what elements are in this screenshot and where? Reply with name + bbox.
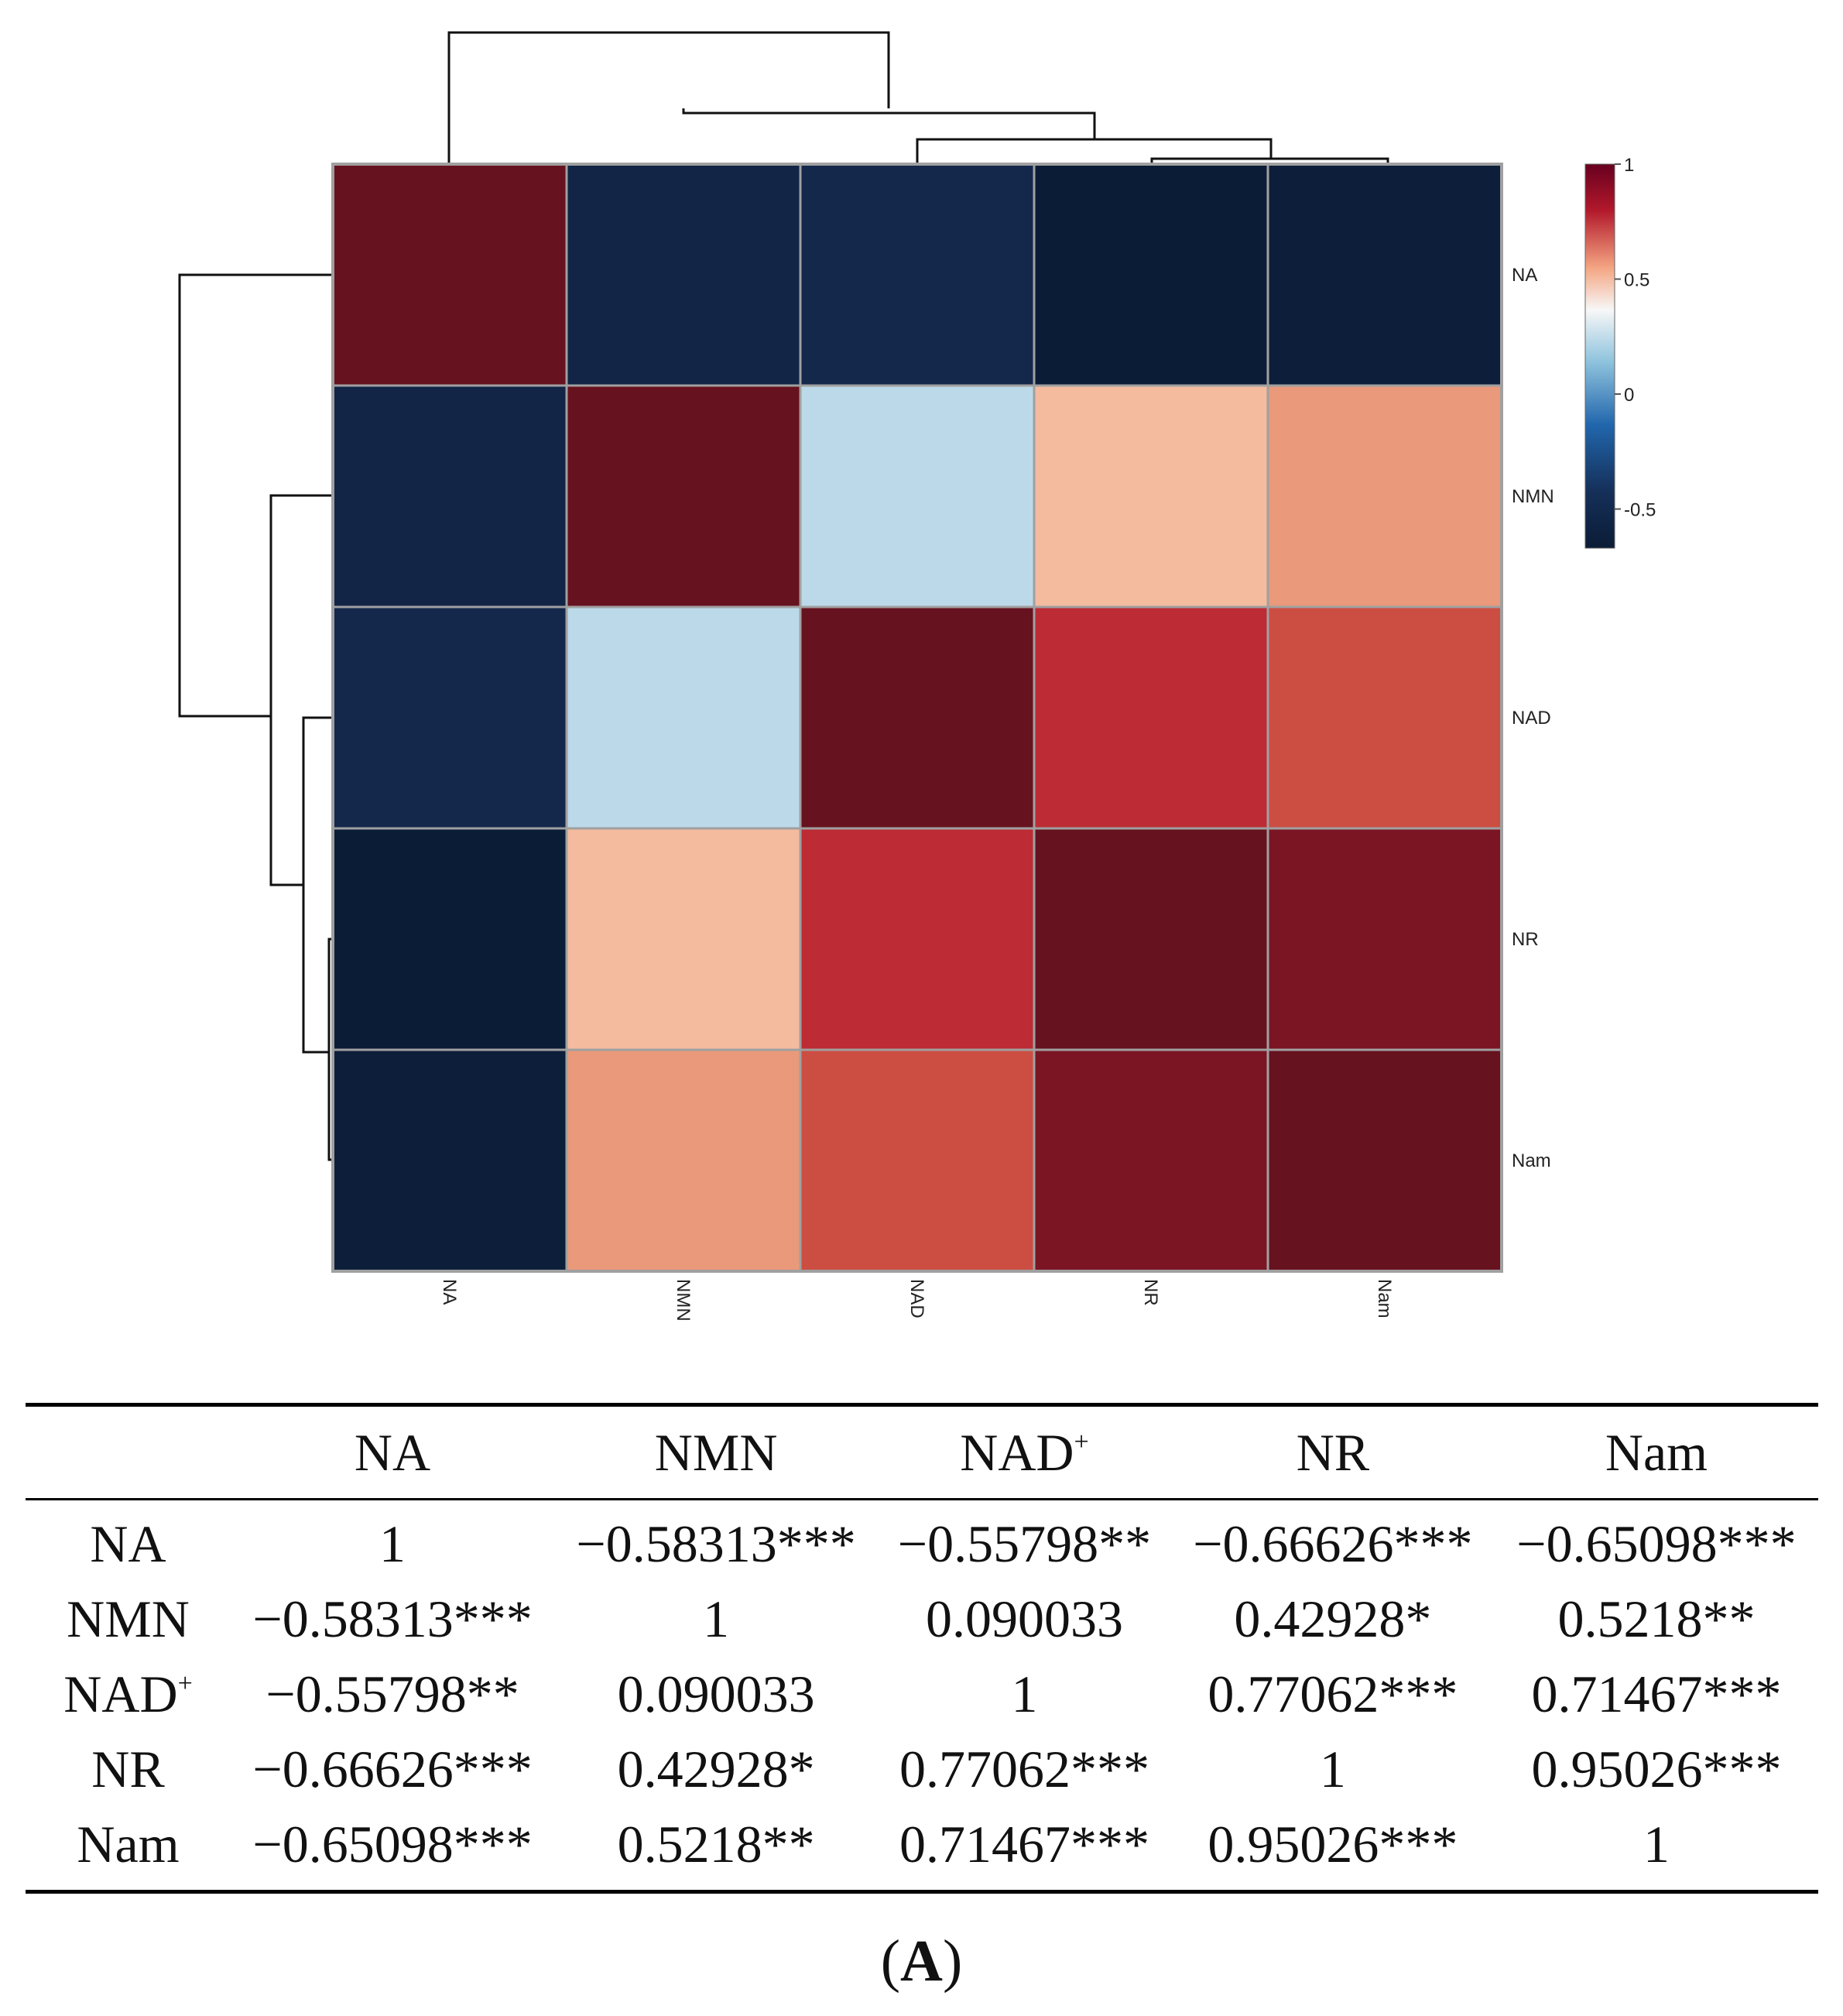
table-cell: −0.55798** xyxy=(265,1665,519,1723)
colorbar-tick-label: 0 xyxy=(1624,385,1634,406)
table-row-label: NAD+ xyxy=(63,1665,193,1723)
column-labels: NA NMN NAD NR Nam xyxy=(439,1279,1395,1322)
correlation-table: NA NMN NAD+ NR Nam NA 1 −0.58313*** −0.5579… xyxy=(26,1403,1818,1894)
heatmap-cell-nad-nr xyxy=(1033,605,1269,830)
table-cell: 1 xyxy=(1011,1665,1038,1723)
table-row: Nam −0.65098*** 0.5218** 0.71467*** 0.95026*… xyxy=(26,1807,1818,1892)
table-row-label: NMN xyxy=(67,1589,190,1648)
table-column-header: NMN xyxy=(654,1422,778,1482)
table-cell: −0.65098*** xyxy=(252,1815,533,1874)
heatmap-cell-nr-na xyxy=(331,827,568,1051)
table-cell: −0.58313*** xyxy=(252,1589,533,1648)
row-label: NA xyxy=(1512,265,1537,286)
heatmap-cell-nam-nr xyxy=(1033,1048,1269,1273)
table-cell: 0.5218** xyxy=(1557,1589,1756,1648)
table-cell: −0.66626*** xyxy=(1193,1514,1473,1573)
heatmap-cell-nad-na xyxy=(331,605,568,830)
row-label: NMN xyxy=(1512,486,1554,507)
row-label: NAD xyxy=(1512,708,1551,729)
column-label: NR xyxy=(1140,1279,1161,1306)
table-header-row: NA NMN NAD+ NR Nam xyxy=(26,1404,1818,1500)
table-row-label: NA xyxy=(90,1514,166,1573)
table-column-header: Nam xyxy=(1605,1422,1708,1482)
colorbar-tick-label: 1 xyxy=(1624,155,1634,176)
table-cell: 0.090033 xyxy=(617,1665,815,1723)
column-label: Nam xyxy=(1374,1279,1395,1318)
table-row: NR −0.66626*** 0.42928* 0.77062*** 1 0.95026*… xyxy=(26,1732,1818,1807)
column-label: NAD xyxy=(906,1279,927,1318)
table-cell: −0.65098*** xyxy=(1516,1514,1797,1573)
table-cell: 0.42928* xyxy=(617,1740,815,1798)
heatmap-cell-nam-na xyxy=(331,1048,568,1273)
heatmap-cell-nr-nmn xyxy=(565,827,802,1051)
table-cell: −0.58313*** xyxy=(576,1514,856,1573)
heatmap-cell-na-nad xyxy=(799,163,1036,387)
heatmap-cell-na-nr xyxy=(1033,163,1269,387)
heatmap-cell-nr-nam xyxy=(1266,827,1503,1051)
heatmap-cell-nmn-na xyxy=(331,384,568,609)
table-cell: 0.77062*** xyxy=(899,1740,1149,1798)
table-cell: 1 xyxy=(703,1589,730,1648)
heatmap-cells xyxy=(331,163,1503,1273)
table-cell: −0.66626*** xyxy=(252,1740,533,1798)
heatmap-cell-nad-nmn xyxy=(565,605,802,830)
heatmap-cell-nmn-nam xyxy=(1266,384,1503,609)
table-cell: 0.95026*** xyxy=(1531,1740,1782,1798)
column-dendrogram xyxy=(447,31,1389,164)
table-row-label: Nam xyxy=(77,1815,180,1874)
colorbar-tick-label: 0.5 xyxy=(1624,270,1649,291)
heatmap-cell-na-na xyxy=(331,163,568,387)
table-column-header: NR xyxy=(1296,1422,1370,1482)
table-cell: 0.42928* xyxy=(1234,1589,1432,1648)
heatmap-cell-nr-nr xyxy=(1033,827,1269,1051)
table-cell: 0.77062*** xyxy=(1208,1665,1458,1723)
table-cell: 0.71467*** xyxy=(899,1815,1149,1874)
heatmap-cell-nam-nam xyxy=(1266,1048,1503,1273)
colorbar-gradient xyxy=(1584,163,1615,549)
table-column-header: NAD+ xyxy=(960,1422,1089,1482)
correlation-heatmap: NA NMN NAD NR Nam NA NMN NAD NR Nam 1 0.5 0 -0.5 xyxy=(178,31,1656,1322)
colorbar: 1 0.5 0 -0.5 xyxy=(1584,155,1656,549)
heatmap-cell-nam-nmn xyxy=(565,1048,802,1273)
table-cell: 0.71467*** xyxy=(1531,1665,1782,1723)
table-cell: 1 xyxy=(1319,1740,1346,1798)
heatmap-cell-nmn-nad xyxy=(799,384,1036,609)
row-label: NR xyxy=(1512,929,1539,950)
table-cell: 0.090033 xyxy=(925,1589,1123,1648)
table-cell: 0.95026*** xyxy=(1208,1815,1458,1874)
panel-label: (A) xyxy=(880,1929,963,1994)
column-label: NMN xyxy=(673,1279,694,1322)
heatmap-cell-nmn-nmn xyxy=(565,384,802,609)
heatmap-cell-na-nmn xyxy=(565,163,802,387)
heatmap-cell-nad-nam xyxy=(1266,605,1503,830)
heatmap-cell-nmn-nr xyxy=(1033,384,1269,609)
table-cell: −0.55798** xyxy=(897,1514,1152,1573)
row-label: Nam xyxy=(1512,1150,1551,1171)
table-row: NAD+ −0.55798** 0.090033 1 0.77062*** 0.71467… xyxy=(26,1657,1818,1732)
heatmap-cell-nad-nad xyxy=(799,605,1036,830)
table-cell: 1 xyxy=(1643,1815,1670,1874)
row-labels: NA NMN NAD NR Nam xyxy=(1512,265,1554,1171)
table-row: NA 1 −0.58313*** −0.55798** −0.66626*** −0.65… xyxy=(26,1500,1818,1582)
heatmap-cell-nr-nad xyxy=(799,827,1036,1051)
table-row-label: NR xyxy=(91,1740,165,1798)
table-corner xyxy=(26,1405,231,1500)
heatmap-cell-nam-nad xyxy=(799,1048,1036,1273)
heatmap-border xyxy=(331,163,1503,1273)
colorbar-tick-label: -0.5 xyxy=(1624,500,1656,521)
table-cell: 0.5218** xyxy=(617,1815,815,1874)
table-row: NMN −0.58313*** 1 0.090033 0.42928* 0.5218** xyxy=(26,1582,1818,1657)
column-label: NA xyxy=(439,1279,460,1305)
heatmap-cell-na-nam xyxy=(1266,163,1503,387)
row-dendrogram xyxy=(178,273,333,1161)
table-column-header: NA xyxy=(354,1422,431,1482)
table-cell: 1 xyxy=(379,1514,406,1573)
